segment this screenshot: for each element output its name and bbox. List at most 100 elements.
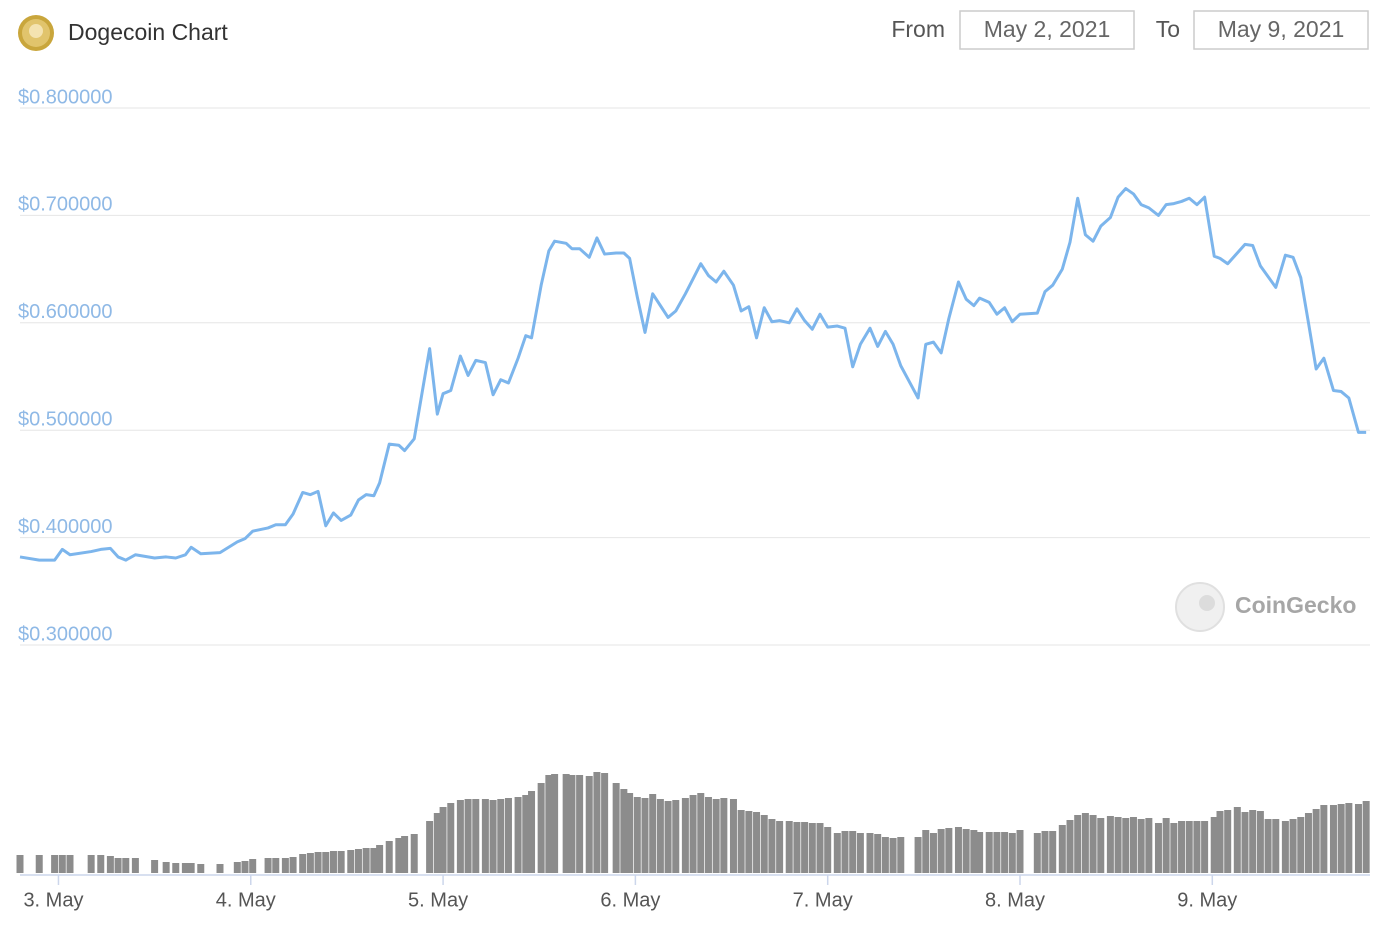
volume-bar: [114, 858, 122, 873]
volume-bar: [664, 801, 672, 873]
volume-bar: [233, 862, 241, 873]
volume-bar: [1320, 805, 1328, 873]
volume-bar: [545, 775, 553, 873]
volume-bar: [337, 851, 345, 873]
from-date-box[interactable]: [959, 10, 1135, 50]
x-tick-label: 7. May: [793, 889, 853, 911]
volume-bar: [1033, 833, 1041, 873]
volume-bar: [264, 858, 272, 873]
y-tick-label: $0.400000: [18, 516, 113, 538]
volume-bar: [816, 823, 824, 873]
volume-bar: [1178, 821, 1186, 873]
logo: [18, 15, 54, 51]
from-date[interactable]: May 2, 2021: [984, 16, 1111, 42]
volume-bar: [122, 858, 130, 873]
volume-bar: [929, 833, 937, 873]
volume-bar: [808, 823, 816, 873]
volume-bar: [35, 855, 43, 873]
volume-bar: [489, 800, 497, 873]
volume-bar: [1016, 830, 1024, 873]
volume-bar: [866, 833, 874, 873]
volume-bar: [151, 860, 159, 873]
volume-bar: [856, 833, 864, 873]
y-tick-label: $0.800000: [18, 86, 113, 108]
volume-bars: [16, 772, 1370, 873]
volume-bar: [354, 849, 362, 873]
volume-bar: [97, 855, 105, 873]
volume-bar: [841, 831, 849, 873]
watermark: CoinGecko: [1235, 592, 1356, 618]
volume-bar: [922, 830, 930, 873]
volume-bar: [656, 799, 664, 873]
volume-bar: [945, 828, 953, 873]
volume-bar: [497, 799, 505, 873]
watermark-logo: [1175, 582, 1225, 632]
volume-bar: [801, 822, 809, 873]
x-tick-label: 4. May: [216, 889, 276, 911]
price-line: [19, 187, 1367, 562]
volume-bar: [241, 861, 249, 873]
from-label: From: [891, 16, 945, 42]
volume-bar: [704, 797, 712, 873]
y-tick-label: $0.700000: [18, 194, 113, 216]
volume-bar: [16, 855, 24, 873]
chart-title: Dogecoin Chart: [68, 19, 228, 45]
volume-bar: [481, 799, 489, 873]
volume-bar: [272, 858, 280, 873]
volume-bar: [1145, 818, 1153, 873]
x-tick-label: 6. May: [600, 889, 660, 911]
volume-bar: [697, 793, 705, 873]
volume-bar: [985, 832, 993, 873]
volume-bar: [410, 834, 418, 873]
volume-bar: [1097, 818, 1105, 873]
y-tick-label: $0.600000: [18, 301, 113, 323]
volume-bar: [514, 797, 522, 873]
volume-bar: [720, 798, 728, 873]
volume-bar: [976, 832, 984, 873]
volume-bar: [601, 773, 609, 873]
volume-bar: [689, 795, 697, 873]
volume-bar: [376, 845, 384, 873]
volume-bar: [672, 800, 680, 873]
volume-bar: [299, 854, 307, 873]
axes: $0.300000 $0.400000 $0.500000 $0.600000 $0.7…: [18, 86, 1370, 911]
volume-bar: [1001, 832, 1009, 873]
volume-bar: [585, 776, 593, 873]
volume-bar: [620, 789, 628, 873]
volume-bar: [306, 853, 314, 873]
volume-bar: [1114, 817, 1122, 873]
volume-bar: [1249, 810, 1257, 873]
volume-bar: [106, 856, 114, 873]
volume-bar: [551, 774, 559, 873]
volume-bar: [593, 772, 601, 873]
volume-bar: [612, 783, 620, 873]
volume-bar: [362, 848, 370, 873]
volume-bar: [1256, 811, 1264, 873]
volume-bar: [1089, 815, 1097, 873]
x-tick-label: 8. May: [985, 889, 1045, 911]
volume-bar: [1224, 810, 1232, 873]
volume-bar: [1329, 805, 1337, 873]
to-date-box[interactable]: [1193, 10, 1369, 50]
x-tick-label: 9. May: [1177, 889, 1237, 911]
volume-bar: [1185, 821, 1193, 873]
grid: [20, 107, 1370, 646]
volume-bar: [1066, 820, 1074, 873]
volume-bar: [1154, 823, 1162, 873]
volume-bar: [889, 838, 897, 873]
volume-bar: [881, 837, 889, 873]
volume-bar: [1129, 817, 1137, 873]
volume-bar: [1058, 825, 1066, 873]
volume-bar: [760, 815, 768, 873]
volume-bar: [66, 855, 74, 873]
volume-bar: [1233, 807, 1241, 873]
volume-bar: [187, 863, 195, 873]
volume-bar: [641, 798, 649, 873]
volume-bar: [537, 783, 545, 873]
volume-bar: [568, 775, 576, 873]
volume-bar: [181, 863, 189, 873]
volume-bar: [914, 837, 922, 873]
volume-bar: [433, 813, 441, 873]
to-date[interactable]: May 9, 2021: [1218, 16, 1345, 42]
volume-bar: [281, 858, 289, 873]
